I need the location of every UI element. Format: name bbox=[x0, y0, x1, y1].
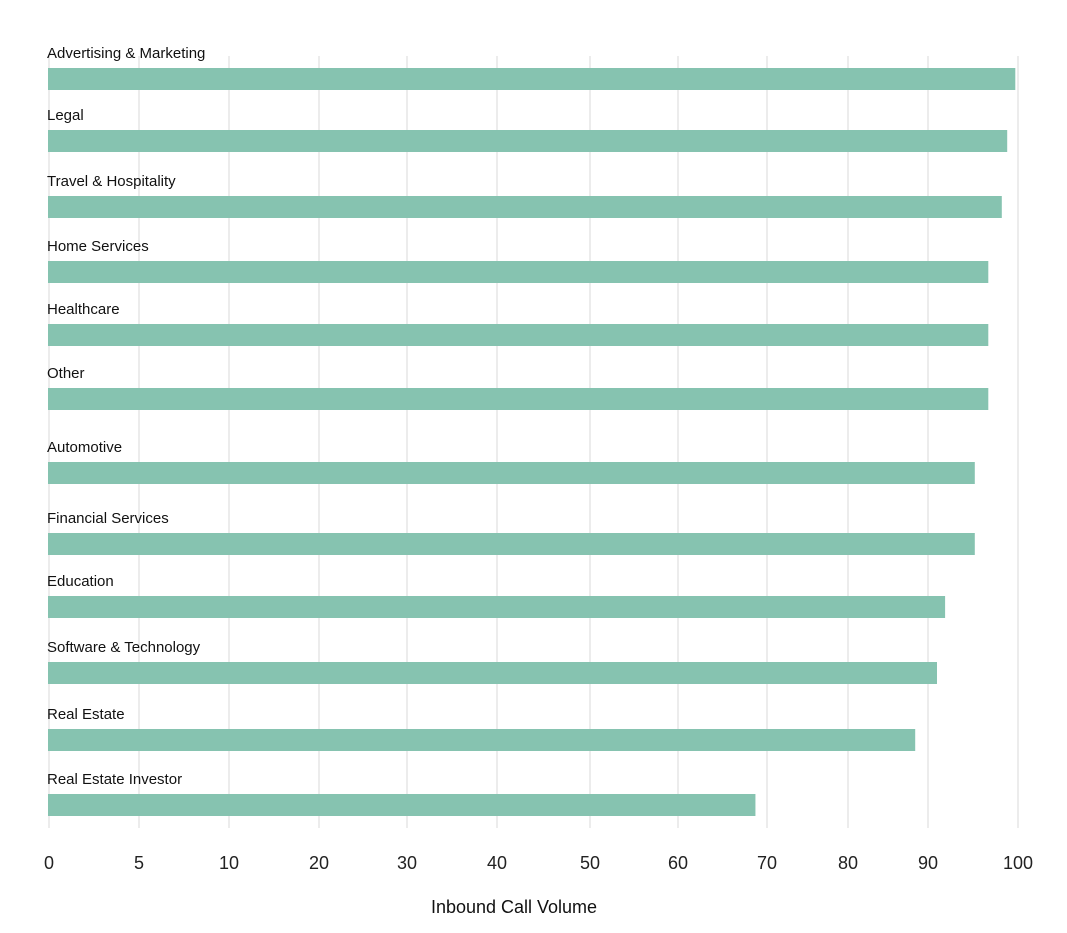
x-axis-title: Inbound Call Volume bbox=[431, 897, 597, 917]
bar-other bbox=[48, 388, 989, 410]
bar-advertising-marketing bbox=[48, 68, 1016, 90]
x-tick-label: 40 bbox=[487, 853, 507, 873]
bar-legal bbox=[48, 130, 1008, 152]
category-label: Real Estate Investor bbox=[47, 771, 182, 788]
x-tick-label: 90 bbox=[918, 853, 938, 873]
bar-education bbox=[48, 596, 946, 618]
x-tick-label: 0 bbox=[44, 853, 54, 873]
category-label: Advertising & Marketing bbox=[47, 45, 205, 62]
category-label: Automotive bbox=[47, 439, 122, 456]
category-labels: Advertising & Marketing Legal Travel & Hos… bbox=[47, 45, 205, 788]
category-label: Software & Technology bbox=[47, 639, 201, 656]
x-tick-label: 60 bbox=[668, 853, 688, 873]
x-tick-label: 100 bbox=[1003, 853, 1033, 873]
x-axis-ticks: 0 5 10 20 30 40 50 60 70 80 90 100 bbox=[44, 853, 1033, 873]
category-label: Legal bbox=[47, 107, 84, 124]
bar-real-estate bbox=[48, 729, 916, 751]
bar-automotive bbox=[48, 462, 975, 484]
bars bbox=[48, 68, 1016, 816]
x-tick-label: 20 bbox=[309, 853, 329, 873]
x-tick-label: 5 bbox=[134, 853, 144, 873]
x-tick-label: 30 bbox=[397, 853, 417, 873]
x-tick-label: 70 bbox=[757, 853, 777, 873]
bar-real-estate-investor bbox=[48, 794, 756, 816]
category-label: Education bbox=[47, 573, 114, 590]
grid-lines bbox=[48, 56, 1019, 828]
x-tick-label: 10 bbox=[219, 853, 239, 873]
bar-healthcare bbox=[48, 324, 989, 346]
category-label: Real Estate bbox=[47, 706, 125, 723]
category-label: Travel & Hospitality bbox=[47, 173, 176, 190]
category-label: Healthcare bbox=[47, 301, 120, 318]
category-label: Home Services bbox=[47, 238, 149, 255]
category-label: Financial Services bbox=[47, 510, 169, 527]
category-label: Other bbox=[47, 365, 85, 382]
x-tick-label: 50 bbox=[580, 853, 600, 873]
bar-home-services bbox=[48, 261, 989, 283]
bar-travel-hospitality bbox=[48, 196, 1002, 218]
bar-financial-services bbox=[48, 533, 975, 555]
bar-software-technology bbox=[48, 662, 937, 684]
x-tick-label: 80 bbox=[838, 853, 858, 873]
